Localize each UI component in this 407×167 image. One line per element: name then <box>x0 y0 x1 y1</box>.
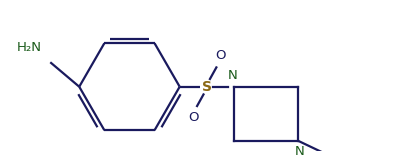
Text: H₂N: H₂N <box>17 41 42 54</box>
Text: O: O <box>188 111 199 124</box>
Text: S: S <box>202 80 212 94</box>
Text: O: O <box>215 49 225 62</box>
Text: N: N <box>228 69 237 82</box>
Text: N: N <box>295 145 304 158</box>
